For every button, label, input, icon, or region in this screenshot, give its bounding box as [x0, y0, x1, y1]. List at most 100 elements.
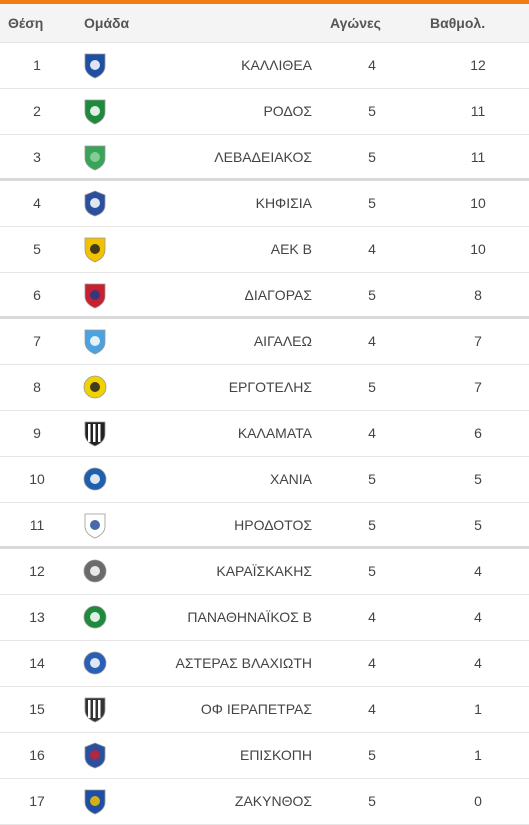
header-games: Αγώνες — [330, 15, 381, 31]
karaiskakis-crest-icon — [83, 559, 107, 583]
row-team-name[interactable]: ΗΡΟΔΟΤΟΣ — [234, 517, 312, 533]
kallithea-crest-icon — [84, 53, 106, 79]
row-position: 3 — [33, 149, 41, 165]
table-row[interactable]: 6 ΔΙΑΓΟΡΑΣ 5 8 — [0, 273, 529, 319]
row-position: 4 — [33, 195, 41, 211]
row-team-name[interactable]: ΚΗΦΙΣΙΑ — [255, 195, 312, 211]
header-team: Ομάδα — [84, 15, 130, 31]
table-row[interactable]: 13 ΠΑΝΑΘΗΝΑΪΚΟΣ Β 4 4 — [0, 595, 529, 641]
table-row[interactable]: 15 ΟΦ ΙΕΡΑΠΕΤΡΑΣ 4 1 — [0, 687, 529, 733]
row-games: 5 — [368, 287, 376, 303]
episkopi-crest-icon — [84, 742, 106, 769]
row-games: 4 — [368, 57, 376, 73]
row-points: 5 — [474, 471, 482, 487]
table-row[interactable]: 1 ΚΑΛΛΙΘΕΑ 4 12 — [0, 43, 529, 89]
row-position: 14 — [29, 655, 45, 671]
row-team-name[interactable]: ΑΣΤΕΡΑΣ ΒΛΑΧΙΩΤΗ — [175, 655, 312, 671]
row-points: 6 — [474, 425, 482, 441]
table-row[interactable]: 12 ΚΑΡΑΪΣΚΑΚΗΣ 5 4 — [0, 549, 529, 595]
header-points: Βαθμολ. — [430, 15, 486, 31]
row-points: 1 — [474, 701, 482, 717]
row-points: 4 — [474, 655, 482, 671]
diagoras-crest-icon — [84, 283, 106, 309]
table-row[interactable]: 4 ΚΗΦΙΣΙΑ 5 10 — [0, 181, 529, 227]
row-points: 12 — [470, 57, 486, 73]
row-games: 5 — [368, 195, 376, 211]
of-ierapetras-crest-icon — [84, 697, 106, 723]
row-team-name[interactable]: ΠΑΝΑΘΗΝΑΪΚΟΣ Β — [187, 609, 312, 625]
row-team-name[interactable]: ΑΙΓΑΛΕΩ — [253, 333, 312, 349]
row-games: 4 — [368, 333, 376, 349]
row-points: 10 — [470, 241, 486, 257]
row-position: 15 — [29, 701, 45, 717]
row-position: 5 — [33, 241, 41, 257]
row-position: 17 — [29, 793, 45, 809]
kifisia-crest-icon — [84, 190, 106, 217]
table-row[interactable]: 17 ΖΑΚΥΝΘΟΣ 5 0 — [0, 779, 529, 825]
table-row[interactable]: 3 ΛΕΒΑΔΕΙΑΚΟΣ 5 11 — [0, 135, 529, 181]
row-position: 13 — [29, 609, 45, 625]
table-row[interactable]: 10 ΧΑΝΙΑ 5 5 — [0, 457, 529, 503]
row-games: 4 — [368, 425, 376, 441]
row-position: 6 — [33, 287, 41, 303]
row-team-name[interactable]: ΔΙΑΓΟΡΑΣ — [244, 287, 312, 303]
row-games: 5 — [368, 149, 376, 165]
row-points: 11 — [470, 103, 486, 119]
row-team-name[interactable]: ΕΡΓΟΤΕΛΗΣ — [228, 379, 312, 395]
row-team-name[interactable]: ΑΕΚ Β — [270, 241, 312, 257]
row-points: 5 — [474, 517, 482, 533]
table-row[interactable]: 11 ΗΡΟΔΟΤΟΣ 5 5 — [0, 503, 529, 549]
table-row[interactable]: 9 ΚΑΛΑΜΑΤΑ 4 6 — [0, 411, 529, 457]
row-games: 5 — [368, 563, 376, 579]
table-row[interactable]: 14 ΑΣΤΕΡΑΣ ΒΛΑΧΙΩΤΗ 4 4 — [0, 641, 529, 687]
zakynthos-crest-icon — [84, 789, 106, 815]
kalamata-crest-icon — [84, 421, 106, 447]
panathinaikos-crest-icon — [83, 605, 107, 629]
row-team-name[interactable]: ΖΑΚΥΝΘΟΣ — [234, 793, 312, 809]
aigaleo-crest-icon — [84, 329, 106, 355]
ergotelis-crest-icon — [83, 375, 107, 399]
row-team-name[interactable]: ΚΑΡΑΪΣΚΑΚΗΣ — [216, 563, 312, 579]
rodos-crest-icon — [84, 99, 106, 125]
row-team-name[interactable]: ΡΟΔΟΣ — [263, 103, 312, 119]
levadiakos-crest-icon — [84, 145, 106, 171]
table-row[interactable]: 7 ΑΙΓΑΛΕΩ 4 7 — [0, 319, 529, 365]
table-row[interactable]: 2 ΡΟΔΟΣ 5 11 — [0, 89, 529, 135]
row-games: 4 — [368, 609, 376, 625]
row-points: 7 — [474, 333, 482, 349]
row-position: 11 — [29, 517, 45, 533]
row-games: 5 — [368, 379, 376, 395]
standings-header: Θέση Ομάδα Αγώνες Βαθμολ. — [0, 4, 529, 43]
aek-crest-icon — [84, 237, 106, 263]
row-position: 16 — [29, 747, 45, 763]
row-team-name[interactable]: ΟΦ ΙΕΡΑΠΕΤΡΑΣ — [200, 701, 312, 717]
row-team-name[interactable]: ΚΑΛΛΙΘΕΑ — [241, 57, 312, 73]
table-row[interactable]: 16 ΕΠΙΣΚΟΠΗ 5 1 — [0, 733, 529, 779]
irodotos-crest-icon — [84, 513, 106, 539]
row-team-name[interactable]: ΛΕΒΑΔΕΙΑΚΟΣ — [214, 149, 312, 165]
row-games: 5 — [368, 747, 376, 763]
row-games: 4 — [368, 701, 376, 717]
row-points: 4 — [474, 563, 482, 579]
row-games: 5 — [368, 471, 376, 487]
row-position: 7 — [33, 333, 41, 349]
standings-table: 1 ΚΑΛΛΙΘΕΑ 4 12 2 ΡΟΔΟΣ 5 11 3 ΛΕΒΑΔΕΙΑΚΟΣ 5 11 4 ΚΗΦ… — [0, 43, 529, 825]
row-points: 0 — [474, 793, 482, 809]
row-points: 8 — [474, 287, 482, 303]
row-games: 4 — [368, 655, 376, 671]
chania-crest-icon — [83, 467, 107, 491]
row-team-name[interactable]: ΕΠΙΣΚΟΠΗ — [239, 747, 312, 763]
row-position: 1 — [33, 57, 41, 73]
row-team-name[interactable]: ΚΑΛΑΜΑΤΑ — [237, 425, 312, 441]
row-position: 2 — [33, 103, 41, 119]
row-points: 10 — [470, 195, 486, 211]
row-team-name[interactable]: ΧΑΝΙΑ — [269, 471, 312, 487]
table-row[interactable]: 8 ΕΡΓΟΤΕΛΗΣ 5 7 — [0, 365, 529, 411]
row-points: 7 — [474, 379, 482, 395]
row-points: 11 — [470, 149, 486, 165]
top-accent-bar — [0, 0, 529, 4]
row-games: 5 — [368, 517, 376, 533]
row-games: 5 — [368, 793, 376, 809]
row-position: 9 — [33, 425, 41, 441]
table-row[interactable]: 5 ΑΕΚ Β 4 10 — [0, 227, 529, 273]
